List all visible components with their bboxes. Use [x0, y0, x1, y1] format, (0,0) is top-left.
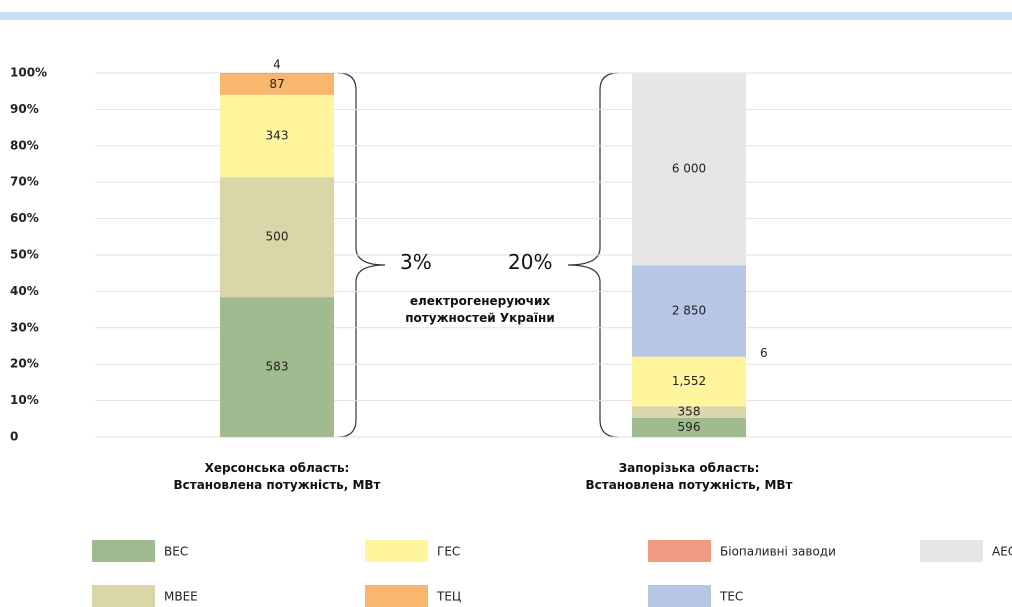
legend-label: МВЕЕ	[164, 590, 198, 604]
annotation: 20%	[508, 250, 553, 274]
data-label: 500	[266, 230, 289, 244]
brace	[337, 72, 386, 438]
legend-swatch	[365, 540, 428, 562]
legend-label: ГЕС	[437, 545, 460, 559]
data-label: 596	[678, 420, 701, 434]
data-label: 1,552	[672, 374, 706, 388]
data-label: 358	[678, 405, 701, 419]
data-label: 583	[266, 360, 289, 374]
data-label: 6 000	[672, 162, 706, 176]
legend-swatch	[648, 540, 711, 562]
legend-swatch	[648, 585, 711, 607]
legend-label: ВЕС	[164, 545, 188, 559]
y-tick-label: 100%	[10, 66, 47, 80]
data-label: 6	[760, 346, 768, 360]
bar-segment	[632, 73, 746, 266]
legend-label: АЕС	[992, 545, 1012, 559]
bar-segment	[220, 73, 334, 74]
bar-segment	[220, 177, 334, 298]
y-tick-label: 40%	[10, 284, 39, 298]
data-label: 4	[273, 58, 281, 72]
x-tick-label: Запорізька область: Встановлена потужніс…	[585, 461, 793, 492]
bar-segment	[632, 417, 746, 437]
y-tick-label: 0	[10, 430, 18, 444]
y-tick-label: 50%	[10, 248, 39, 262]
y-tick-label: 30%	[10, 320, 39, 334]
bar-segment	[632, 265, 746, 357]
y-tick-label: 60%	[10, 211, 39, 225]
bar-segment	[220, 94, 334, 178]
data-label: 87	[269, 77, 284, 91]
legend-label: ТЕЦ	[436, 590, 461, 604]
y-tick-label: 90%	[10, 102, 39, 116]
bar-segment	[632, 356, 746, 407]
y-tick-label: 70%	[10, 175, 39, 189]
legend-label: Біопаливні заводи	[720, 545, 836, 559]
x-tick-label: Херсонська область: Встановлена потужніс…	[173, 461, 381, 492]
bar-segment	[220, 73, 334, 95]
bar-segment	[632, 406, 746, 418]
annotation: 3%	[400, 250, 432, 274]
bar-segment	[220, 297, 334, 437]
legend-swatch	[365, 585, 428, 607]
legend-swatch	[920, 540, 983, 562]
y-tick-label: 20%	[10, 357, 39, 371]
data-label: 2 850	[672, 303, 706, 317]
data-label: 343	[266, 128, 289, 142]
y-tick-label: 10%	[10, 393, 39, 407]
annotation: електрогенеруючих потужностей України	[405, 294, 555, 325]
banner	[0, 12, 1012, 20]
brace	[567, 72, 619, 438]
legend-label: ТЕС	[719, 590, 743, 604]
legend-swatch	[92, 540, 155, 562]
legend-swatch	[92, 585, 155, 607]
y-tick-label: 80%	[10, 138, 39, 152]
